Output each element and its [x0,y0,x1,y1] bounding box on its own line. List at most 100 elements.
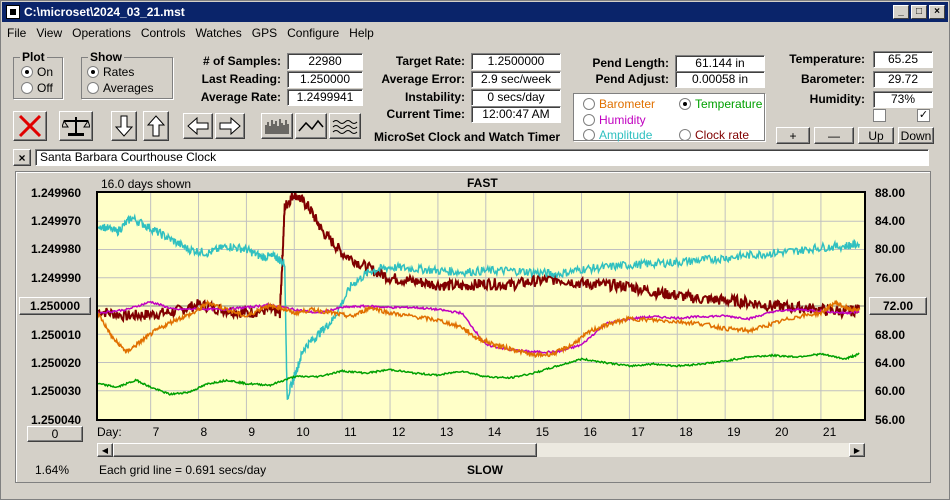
x-tick-label: 7 [152,425,160,439]
x-tick-label: 9 [248,425,256,439]
aux-up-button[interactable]: Up [858,127,894,144]
plot-off-radio[interactable]: Off [21,81,53,95]
x-tick-label: 19 [727,425,741,439]
aux-plus-button[interactable]: + [776,127,810,144]
last-reading-value: 1.250000 [287,71,363,88]
minimize-button[interactable]: _ [893,5,909,19]
aux-down-button[interactable]: Down [898,127,934,144]
offset-button[interactable]: 0 [27,426,83,442]
pend-adjust-value: 0.00058 in [675,71,765,88]
left-checkbox[interactable] [873,109,886,122]
target-rate-value[interactable]: 1.2500000 [471,53,561,70]
menu-bar: File View Operations Controls Watches GP… [2,23,948,43]
x-tick-label: 8 [200,425,208,439]
average-rate-label: Average Rate: [200,90,281,104]
menu-controls[interactable]: Controls [140,26,186,40]
menu-watches[interactable]: Watches [195,26,242,40]
aux-clock-rate-radio[interactable]: Clock rate [679,128,749,142]
right-checkbox[interactable]: ✓ [917,109,930,122]
y-left-tick: 1.250020 [31,356,82,370]
x-tick-label: 20 [775,425,789,439]
y-right-tick: 56.00 [875,413,906,427]
menu-view[interactable]: View [36,26,63,40]
menu-help[interactable]: Help [349,26,374,40]
stop-button[interactable] [13,111,47,141]
y-left-tick: 1.249980 [31,242,82,256]
balance-scale-icon [62,117,90,136]
temperature-value: 65.25 [873,51,933,68]
arrow-right-button[interactable] [215,113,245,139]
chart-svg [98,193,864,419]
slow-label: SLOW [467,463,503,477]
samples-value: 22980 [287,53,363,70]
x-tick-label: 11 [344,425,357,439]
menu-gps[interactable]: GPS [251,26,278,40]
bars-view-button[interactable] [261,113,293,139]
arrow-up-icon [147,115,165,137]
pend-length-value: 61.144 in [675,55,765,72]
y-left-tick: 1.250010 [31,328,82,342]
plot-group: Plot [13,50,63,99]
x-tick-label: 16 [583,425,597,439]
show-rates-radio[interactable]: Rates [87,65,134,79]
maximize-button[interactable]: □ [911,5,927,19]
center-rate-button[interactable]: 1.250000 [19,297,91,315]
scale-button[interactable] [59,111,93,141]
x-tick-label: 21 [822,425,837,439]
window-title: C:\microset\2024_03_21.mst [24,5,185,19]
percent-label: 1.64% [35,463,70,477]
aux-options-box [573,93,765,141]
series-line-amplitude [98,213,860,400]
y-left-tick: 1.250030 [31,384,82,398]
temperature-label: Temperature: [789,52,865,66]
scroll-thumb[interactable] [113,443,537,457]
aux-amplitude-radio[interactable]: Amplitude [583,128,652,142]
current-time-value: 12:00:47 AM [471,106,561,123]
show-group: Show [81,50,173,99]
y-right-tick: 84.00 [875,214,906,228]
aux-humidity-radio[interactable]: Humidity [583,113,646,127]
days-shown-label: 16.0 days shown [101,177,192,191]
wave-view-button[interactable] [329,113,361,139]
chart-frame [15,171,931,483]
barometer-label: Barometer: [800,72,865,86]
clear-clock-name-button[interactable]: × [13,149,31,166]
clock-name-input[interactable]: Santa Barbara Courthouse Clock [35,149,929,166]
menu-file[interactable]: File [7,26,27,40]
x-tick-label: 12 [392,425,406,439]
plot-on-radio[interactable]: On [21,65,53,79]
aux-barometer-radio[interactable]: Barometer [583,97,655,111]
close-button[interactable]: × [929,5,945,19]
menu-operations[interactable]: Operations [72,26,131,40]
y-left-tick: 1.249990 [31,271,82,285]
series-line-temperature [98,352,860,396]
pend-adjust-label: Pend Adjust: [595,72,669,86]
y-left-tick: 1.249970 [31,214,82,228]
day-axis-label: Day: [97,425,122,439]
arrow-up-button[interactable] [143,111,169,141]
scroll-right-button[interactable]: ▶ [849,443,865,457]
last-reading-label: Last Reading: [201,72,281,86]
x-tick-label: 17 [631,425,645,439]
red-x-icon [18,114,42,138]
scroll-left-button[interactable]: ◀ [97,443,113,457]
y-right-tick: 68.00 [875,328,906,342]
line-graph-icon [298,119,324,132]
aux-temperature-radio[interactable]: Temperature [679,97,762,111]
arrow-left-button[interactable] [183,113,213,139]
arrow-down-button[interactable] [111,111,137,141]
show-group-title: Show [88,50,124,64]
aux-minus-button[interactable]: — [814,127,854,144]
menu-configure[interactable]: Configure [287,26,340,40]
center-aux-button[interactable]: 72.00 [869,297,927,315]
humidity-value: 73% [873,91,933,108]
y-right-tick: 80.00 [875,242,906,256]
average-error-label: Average Error: [381,72,465,86]
line-view-button[interactable] [295,113,327,139]
average-error-value: 2.9 sec/week [471,71,561,88]
instability-label: Instability: [404,90,465,104]
show-averages-radio[interactable]: Averages [87,81,153,95]
x-tick-label: 14 [487,425,502,439]
horizontal-scrollbar[interactable]: ◀ ▶ [96,442,866,458]
arrow-down-icon [115,115,133,137]
